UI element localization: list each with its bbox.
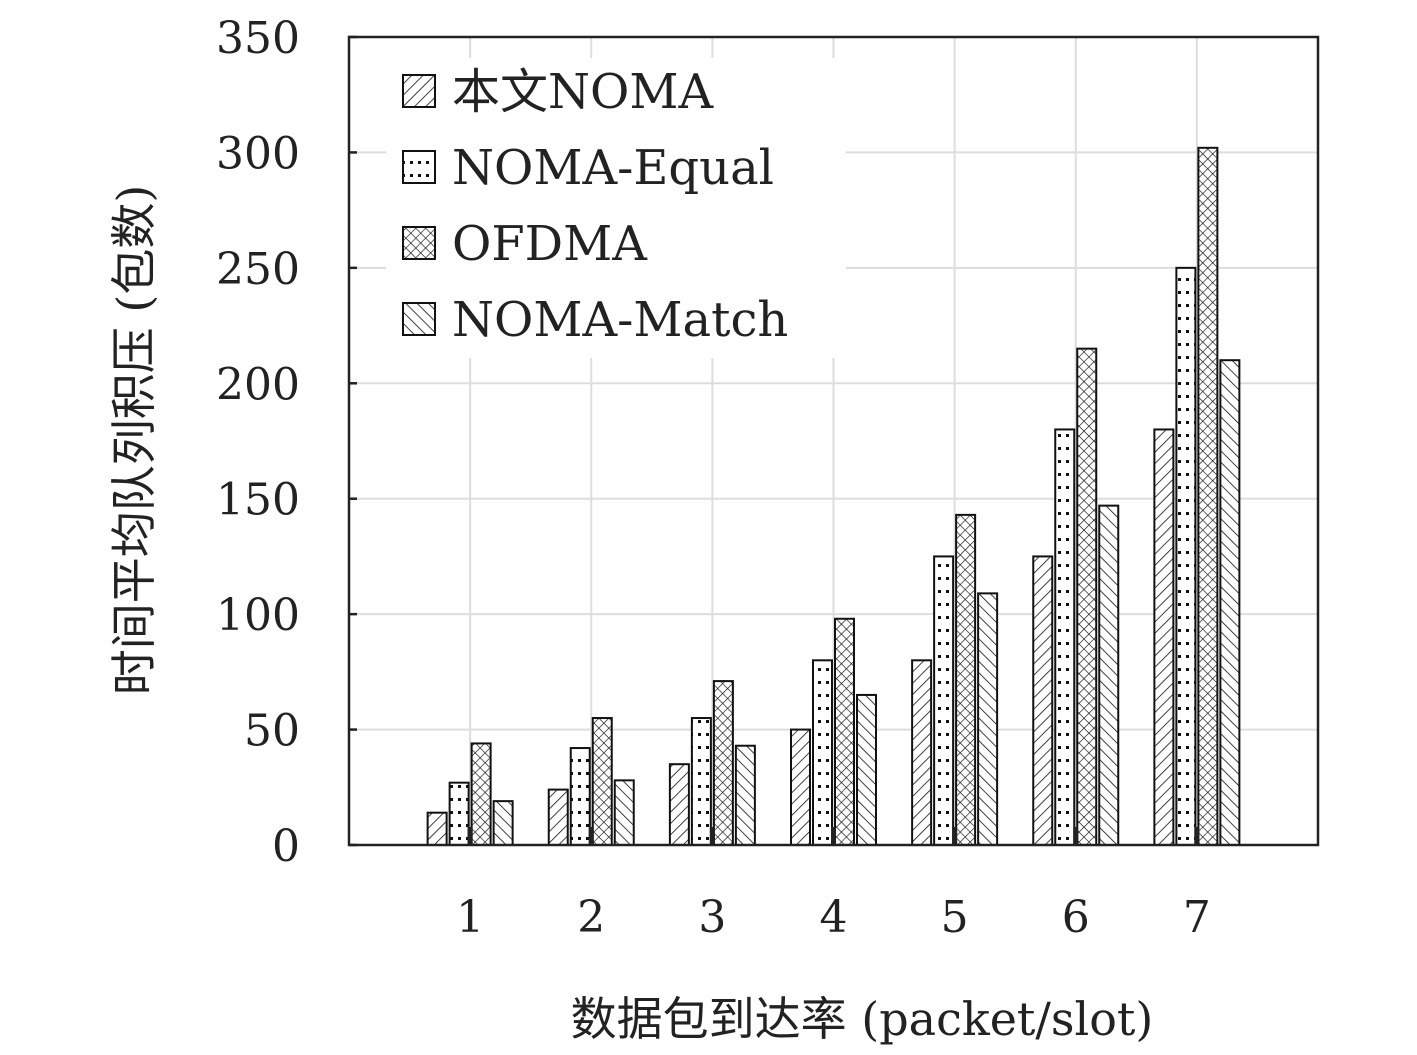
bar-backdiagonal-2 (613, 779, 635, 846)
legend-swatch (402, 302, 436, 336)
bar-diagonal-4 (790, 728, 811, 846)
x-tick-label: 4 (820, 892, 848, 943)
bar-diagonal-6 (1032, 555, 1054, 847)
bar-backdiagonal-5 (977, 592, 999, 847)
legend-label: 本文NOMA (452, 64, 715, 120)
bar-dots-1 (448, 781, 470, 847)
bar-crosshatch-1 (470, 742, 492, 846)
bar-crosshatch-3 (712, 680, 734, 846)
bar-crosshatch-2 (591, 717, 613, 846)
bar-crosshatch-6 (1076, 347, 1098, 846)
bar-dots-7 (1175, 266, 1197, 847)
bar-diagonal-5 (911, 659, 933, 846)
x-tick-label: 7 (1183, 892, 1211, 943)
y-tick-label: 250 (216, 244, 300, 295)
bar-diagonal-2 (547, 788, 569, 847)
bar-diagonal-1 (426, 811, 448, 846)
bar-backdiagonal-1 (492, 800, 514, 847)
legend-swatch (402, 74, 436, 108)
bar-backdiagonal-4 (856, 693, 877, 847)
y-axis-label: 时间平均队列积压 (包数) (107, 185, 161, 696)
bar-backdiagonal-7 (1219, 359, 1241, 846)
bar-crosshatch-7 (1197, 146, 1219, 847)
y-tick-label: 350 (216, 13, 300, 64)
bar-crosshatch-4 (834, 617, 855, 847)
legend-label: OFDMA (452, 216, 648, 272)
x-axis-label: 数据包到达率 (packet/slot) (571, 992, 1154, 1046)
y-tick-label: 0 (272, 821, 300, 872)
legend-swatch (402, 150, 436, 184)
legend-label: NOMA-Match (452, 292, 788, 348)
bar-dots-2 (569, 747, 591, 846)
y-tick-label: 100 (216, 590, 300, 641)
x-tick-label: 2 (577, 892, 605, 943)
bar-crosshatch-5 (955, 513, 977, 846)
x-tick-label: 3 (698, 892, 726, 943)
x-tick-label: 6 (1062, 892, 1090, 943)
bar-dots-5 (933, 555, 955, 847)
legend: 本文NOMA NOMA-Equal OFDMA NOMA-Match (402, 64, 788, 348)
ticks: 0 50 100 150 200 250 300 350 1 2 3 4 5 6 7 (216, 13, 1211, 943)
bar-backdiagonal-3 (734, 744, 756, 847)
legend-label: NOMA-Equal (452, 140, 774, 196)
x-tick-label: 5 (941, 892, 969, 943)
bar-backdiagonal-6 (1098, 504, 1120, 846)
bar-dots-3 (690, 717, 712, 846)
y-tick-label: 200 (216, 359, 300, 410)
bar-diagonal-3 (668, 763, 690, 847)
bar-dots-6 (1054, 428, 1076, 846)
legend-background (386, 58, 846, 358)
bars (426, 146, 1241, 847)
x-tick-label: 1 (456, 892, 484, 943)
bar-diagonal-7 (1153, 428, 1175, 846)
legend-swatch (402, 226, 436, 260)
y-tick-label: 300 (216, 128, 300, 179)
y-tick-label: 50 (244, 706, 300, 757)
bar-dots-4 (812, 659, 833, 846)
y-tick-label: 150 (216, 475, 300, 526)
